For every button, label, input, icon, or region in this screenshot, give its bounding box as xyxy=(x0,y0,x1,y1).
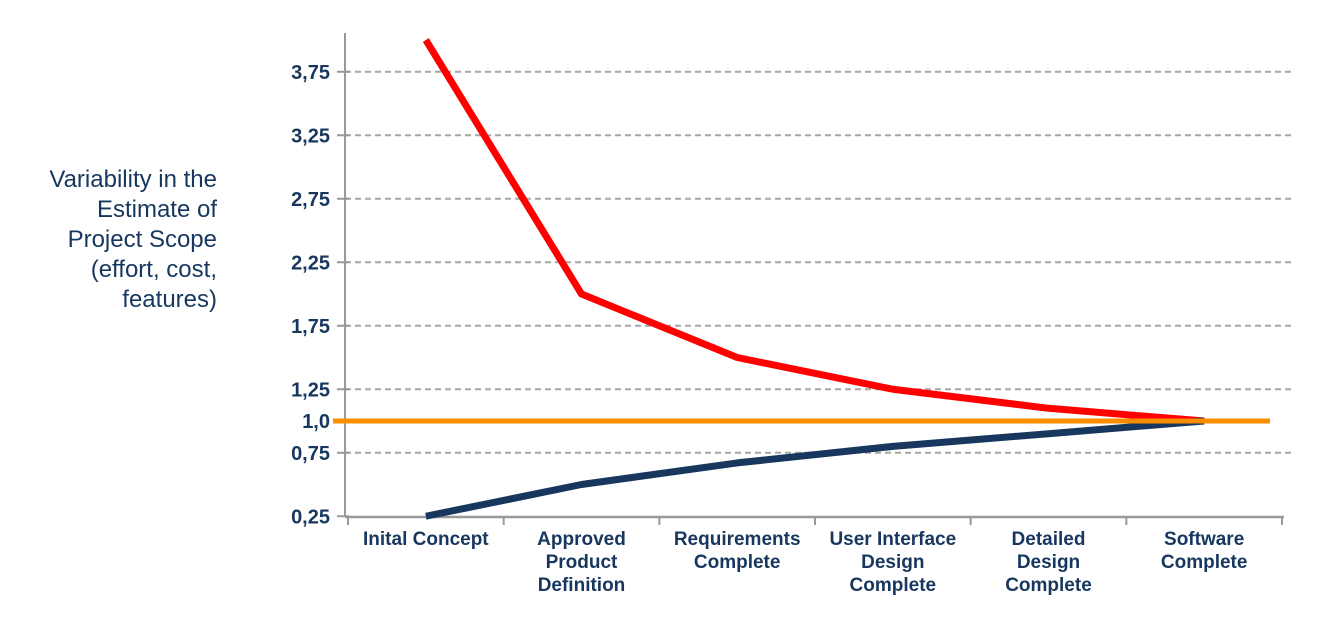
y-axis-tick-label: 0,25 xyxy=(291,506,330,528)
x-axis-category-label: Software Complete xyxy=(1161,529,1248,573)
y-axis-tick-label: 3,75 xyxy=(291,62,330,84)
y-axis-title-line: features) xyxy=(122,286,217,313)
x-axis-category-label: Detailed Design Complete xyxy=(1005,529,1092,596)
x-axis-category-label: Approved Product Definition xyxy=(537,529,626,596)
y-axis-title-line: Variability in the xyxy=(49,166,217,193)
lower-bound-line xyxy=(425,417,1205,520)
x-axis-category-label: Requirements Complete xyxy=(674,529,801,573)
y-axis-tick-label: 1,25 xyxy=(291,379,330,401)
y-axis-tick-label: 1,0 xyxy=(302,411,330,433)
y-axis-tick-label: 0,75 xyxy=(291,443,330,465)
x-axis-category-label: User Interface Design Complete xyxy=(829,529,956,596)
y-axis-title: Variability in the Estimate of Project S… xyxy=(0,165,217,315)
upper-bound-line xyxy=(422,38,1205,425)
x-axis-category-label: Inital Concept xyxy=(363,529,489,550)
y-axis-title-line: Estimate of xyxy=(96,196,217,223)
y-axis-title-line: (effort, cost, xyxy=(90,256,217,283)
y-axis-tick-label: 1,75 xyxy=(291,316,330,338)
y-axis-tick-label: 2,75 xyxy=(291,189,330,211)
y-axis-title-line: Project Scope xyxy=(67,226,217,253)
y-axis-tick-label: 2,25 xyxy=(291,252,330,274)
y-axis-tick-label: 3,25 xyxy=(291,125,330,147)
